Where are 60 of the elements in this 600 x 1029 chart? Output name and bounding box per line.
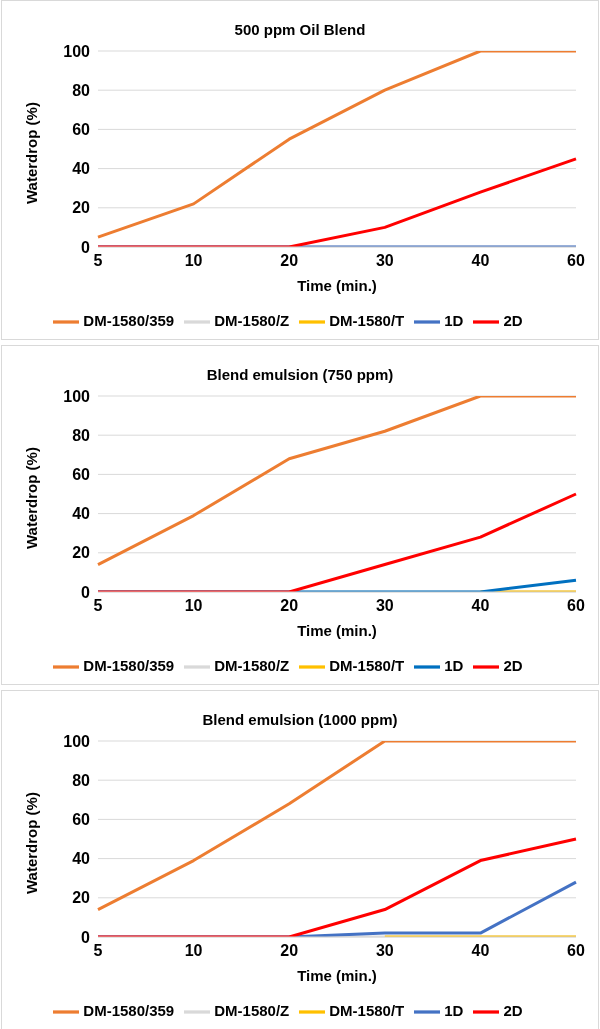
legend-label: 1D xyxy=(444,656,464,674)
chart-title: 500 ppm Oil Blend xyxy=(233,20,367,40)
y-axis-title: Waterdrop (%) xyxy=(23,447,41,549)
y-tick-label: 100 xyxy=(63,42,91,60)
x-tick-label: 10 xyxy=(184,942,203,960)
x-tick-label: 20 xyxy=(280,597,299,615)
chart-title: Blend emulsion (750 ppm) xyxy=(205,365,395,385)
legend-label: DM-1580/T xyxy=(329,656,405,674)
legend-label: DM-1580/T xyxy=(329,311,405,329)
y-tick-label: 20 xyxy=(72,199,91,217)
x-axis-title: Time (min.) xyxy=(297,277,377,294)
y-tick-label: 80 xyxy=(72,81,91,99)
legend-label: DM-1580/Z xyxy=(214,311,290,329)
y-tick-label: 80 xyxy=(72,771,91,789)
y-tick-label: 40 xyxy=(72,505,91,523)
y-axis-title: Waterdrop (%) xyxy=(23,102,41,204)
y-tick-label: 60 xyxy=(72,466,91,484)
legend-label: DM-1580/Z xyxy=(214,656,290,674)
y-tick-label: 20 xyxy=(72,889,91,907)
y-axis-title: Waterdrop (%) xyxy=(23,792,41,894)
x-tick-label: 60 xyxy=(567,252,585,270)
chart-title: Blend emulsion (1000 ppm) xyxy=(201,710,399,730)
y-tick-label: 100 xyxy=(63,387,91,405)
legend-label: DM-1580/359 xyxy=(83,311,175,329)
y-tick-label: 0 xyxy=(81,238,91,256)
x-tick-label: 40 xyxy=(471,942,490,960)
x-tick-label: 60 xyxy=(567,597,585,615)
x-axis-title: Time (min.) xyxy=(297,967,377,984)
x-tick-label: 10 xyxy=(184,597,203,615)
x-tick-label: 20 xyxy=(280,252,299,270)
x-tick-label: 20 xyxy=(280,942,299,960)
x-tick-label: 40 xyxy=(471,597,490,615)
legend-label: 2D xyxy=(503,1001,523,1019)
x-tick-label: 30 xyxy=(375,597,394,615)
x-tick-label: 5 xyxy=(93,942,103,960)
legend-label: DM-1580/T xyxy=(329,1001,405,1019)
y-tick-label: 60 xyxy=(72,811,91,829)
legend-label: 2D xyxy=(503,656,523,674)
x-tick-label: 60 xyxy=(567,942,585,960)
x-axis-title: Time (min.) xyxy=(297,622,377,639)
legend-label: 2D xyxy=(503,311,523,329)
y-tick-label: 40 xyxy=(72,160,91,178)
x-tick-label: 5 xyxy=(93,597,103,615)
y-tick-label: 0 xyxy=(81,928,91,946)
legend-label: DM-1580/359 xyxy=(83,1001,175,1019)
x-tick-label: 30 xyxy=(375,942,394,960)
y-tick-label: 0 xyxy=(81,583,91,601)
y-tick-label: 100 xyxy=(63,732,91,750)
y-tick-label: 20 xyxy=(72,544,91,562)
legend-label: 1D xyxy=(444,311,464,329)
legend-label: 1D xyxy=(444,1001,464,1019)
y-tick-label: 40 xyxy=(72,850,91,868)
y-tick-label: 80 xyxy=(72,426,91,444)
legend-label: DM-1580/Z xyxy=(214,1001,290,1019)
legend-label: DM-1580/359 xyxy=(83,656,175,674)
y-tick-label: 60 xyxy=(72,121,91,139)
x-tick-label: 40 xyxy=(471,252,490,270)
x-tick-label: 30 xyxy=(375,252,394,270)
x-tick-label: 5 xyxy=(93,252,103,270)
x-tick-label: 10 xyxy=(184,252,203,270)
